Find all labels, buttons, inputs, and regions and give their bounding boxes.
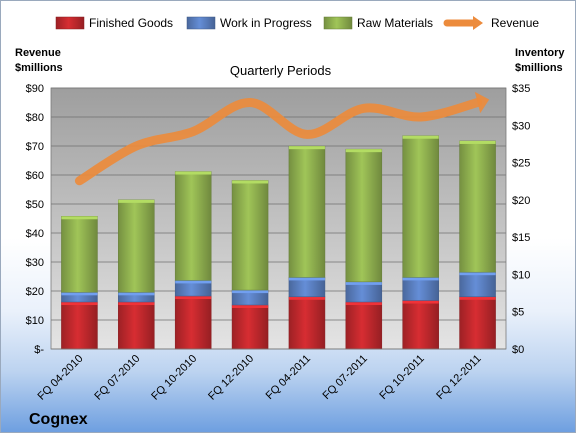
bar-cap (232, 180, 269, 184)
left-tick-label: $50 (26, 199, 44, 211)
bar-cap (232, 305, 269, 309)
left-axis-title: Revenue (15, 47, 61, 59)
right-tick-label: $20 (512, 195, 530, 207)
bar-finished-goods (288, 296, 326, 350)
bar-cap (118, 292, 155, 296)
right-tick-label: $0 (512, 344, 524, 356)
category-label: FQ 07-2010 (92, 353, 142, 403)
bar-raw-materials (345, 148, 383, 283)
right-tick-label: $35 (512, 83, 530, 95)
bar-raw-materials (459, 140, 496, 273)
right-axis-title-unit: $millions (515, 62, 563, 74)
bar-cap (175, 171, 212, 175)
category-label: FQ 12-2010 (206, 353, 256, 403)
bar-finished-goods (345, 301, 383, 350)
company-name: Cognex (29, 411, 88, 428)
right-tick-label: $10 (512, 269, 530, 281)
revenue-line (74, 97, 483, 186)
legend-swatch-raw-materials (323, 16, 353, 30)
bar-cap (175, 296, 212, 300)
bar-cap (345, 281, 382, 285)
legend-swatch-work-in-progress (186, 16, 216, 30)
bar-cap (175, 280, 212, 284)
legend-label: Finished Goods (89, 16, 173, 30)
bar-work-in-progress (345, 281, 383, 303)
bar-finished-goods (402, 300, 439, 350)
bar-raw-materials (231, 180, 269, 291)
left-tick-label: $10 (26, 315, 44, 327)
category-label: FQ 07-2011 (321, 353, 370, 402)
bar-cap (402, 300, 439, 304)
chart-subtitle: Quarterly Periods (230, 63, 332, 78)
right-axis-title: Inventory (515, 47, 565, 59)
bar-finished-goods (459, 296, 496, 350)
bar-finished-goods (118, 301, 155, 350)
left-tick-label: $70 (26, 141, 44, 153)
left-tick-label: $90 (26, 83, 44, 95)
bar-cap (459, 272, 496, 276)
legend-swatch-finished-goods (55, 16, 85, 30)
bar-finished-goods (231, 304, 269, 350)
right-tick-label: $30 (512, 120, 530, 132)
bar-cap (459, 140, 496, 144)
left-tick-label: $40 (26, 228, 44, 240)
legend-label: Work in Progress (220, 16, 312, 30)
bar-raw-materials (118, 199, 155, 293)
bar-cap (118, 199, 155, 203)
category-label: FQ 04-2011 (264, 353, 313, 402)
right-tick-label: $15 (512, 232, 530, 244)
bar-cap (288, 296, 325, 300)
bar-cap (288, 146, 325, 150)
left-tick-label: $60 (26, 170, 44, 182)
bar-finished-goods (174, 295, 212, 350)
left-tick-label: $30 (26, 257, 44, 269)
bar-raw-materials (288, 145, 326, 278)
category-label: FQ 04-2010 (36, 353, 86, 403)
bar-raw-materials (402, 135, 439, 278)
bar-cap (459, 296, 496, 300)
bar-cap (232, 290, 269, 294)
right-tick-label: $25 (512, 158, 530, 170)
legend-label: Raw Materials (357, 16, 433, 30)
bar-finished-goods (61, 301, 98, 350)
bar-cap (118, 302, 155, 306)
bar-cap (61, 302, 98, 306)
category-label: FQ 10-2011 (377, 353, 426, 402)
right-tick-label: $5 (512, 307, 524, 319)
bar-work-in-progress (402, 277, 439, 301)
bar-raw-materials (61, 216, 98, 293)
bar-cap (345, 149, 382, 153)
bar-work-in-progress (459, 271, 496, 298)
bar-cap (402, 135, 439, 139)
bar-cap (402, 277, 439, 281)
left-tick-label: $80 (26, 112, 44, 124)
bar-cap (61, 216, 98, 220)
bar-raw-materials (174, 171, 212, 281)
legend-label: Revenue (491, 16, 539, 30)
left-tick-label: $- (34, 344, 44, 356)
bar-cap (345, 302, 382, 306)
left-axis-title-unit: $millions (15, 62, 63, 74)
bar-cap (288, 277, 325, 281)
plot-border (50, 87, 507, 350)
left-tick-label: $20 (26, 286, 44, 298)
bar-cap (61, 292, 98, 296)
category-label: FQ 10-2010 (149, 353, 199, 403)
legend-arrow-icon (473, 16, 483, 30)
category-label: FQ 12-2011 (434, 353, 483, 402)
revenue-arrowhead (474, 91, 490, 114)
